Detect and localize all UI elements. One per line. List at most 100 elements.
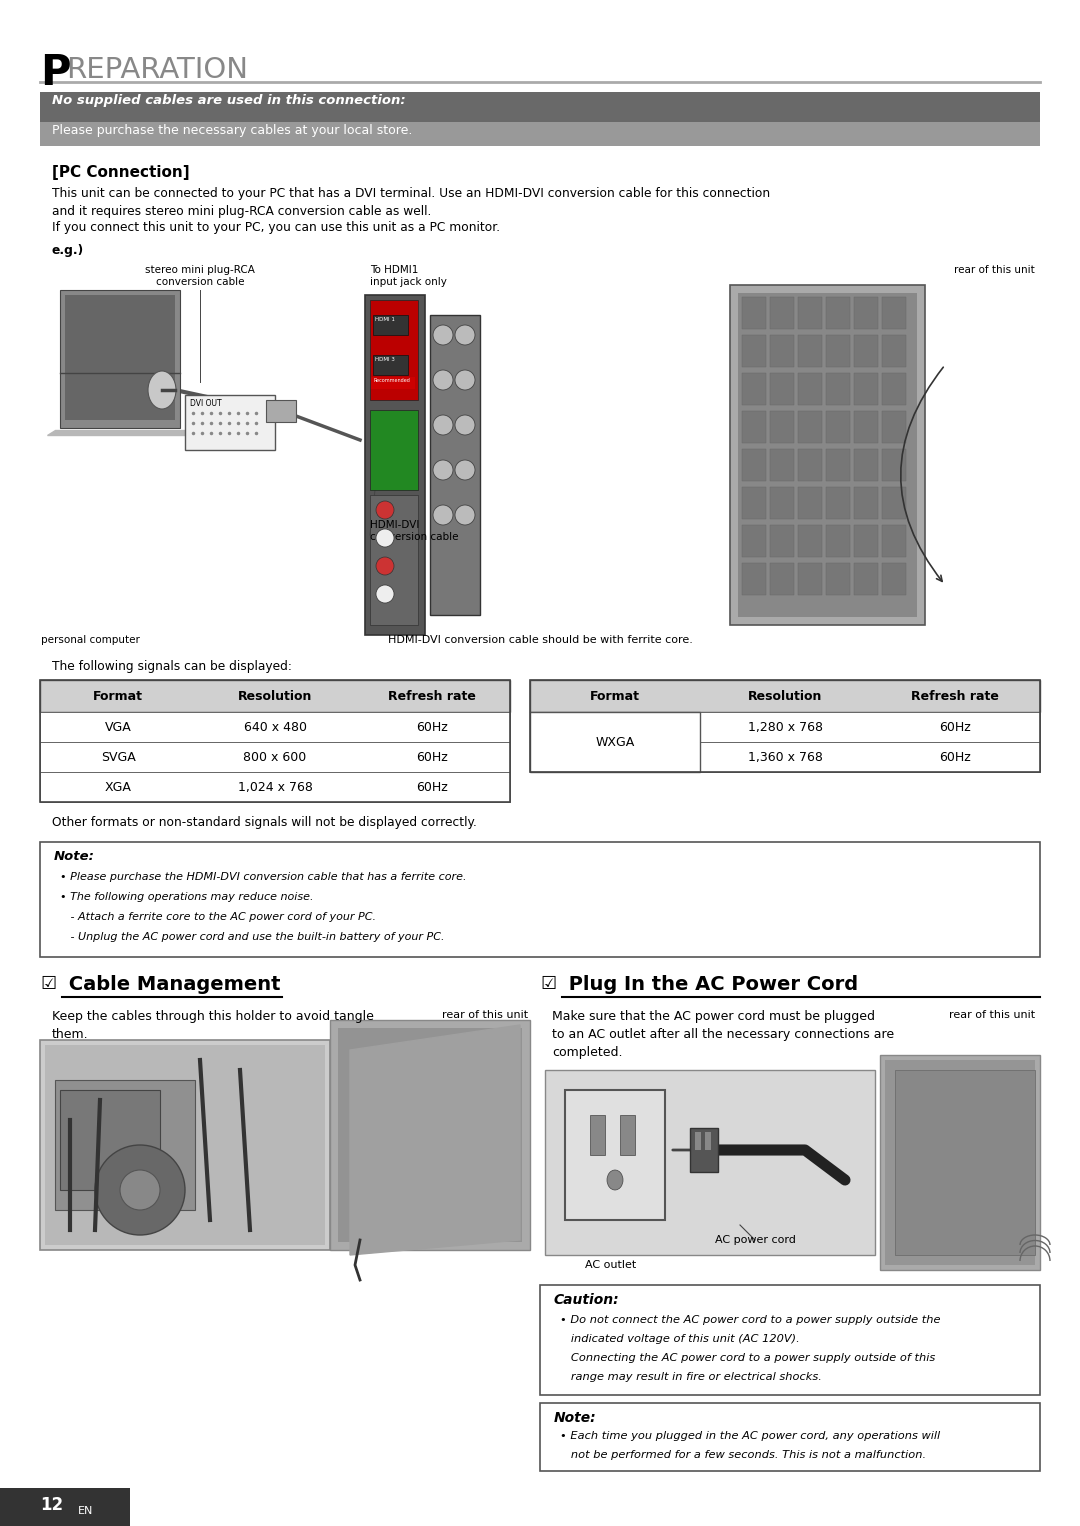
Text: indicated voltage of this unit (AC 120V).: indicated voltage of this unit (AC 120V)… bbox=[561, 1334, 800, 1344]
Bar bbox=[540, 1402, 1040, 1471]
Text: DVI OUT: DVI OUT bbox=[190, 398, 221, 407]
Circle shape bbox=[433, 505, 453, 525]
Text: Keep the cables through this holder to avoid tangle: Keep the cables through this holder to a… bbox=[52, 1010, 374, 1022]
Bar bbox=[530, 681, 1040, 772]
Circle shape bbox=[455, 505, 475, 525]
Bar bbox=[880, 1054, 1040, 1270]
Bar bbox=[770, 525, 794, 557]
Text: This unit can be connected to your PC that has a DVI terminal. Use an HDMI-DVI c: This unit can be connected to your PC th… bbox=[52, 188, 770, 200]
Text: 1,360 x 768: 1,360 x 768 bbox=[747, 751, 823, 763]
Text: e.g.): e.g.) bbox=[52, 244, 84, 256]
Bar bbox=[40, 772, 510, 803]
Bar bbox=[826, 336, 850, 366]
Text: • Please purchase the HDMI-DVI conversion cable that has a ferrite core.: • Please purchase the HDMI-DVI conversio… bbox=[60, 871, 467, 882]
Bar bbox=[373, 356, 408, 375]
Text: rear of this unit: rear of this unit bbox=[949, 1010, 1035, 1019]
Text: 12: 12 bbox=[40, 1495, 63, 1514]
Bar bbox=[742, 449, 766, 481]
Bar bbox=[40, 122, 1040, 146]
Bar bbox=[770, 487, 794, 519]
Bar bbox=[854, 449, 878, 481]
Bar bbox=[826, 372, 850, 404]
Bar bbox=[854, 487, 878, 519]
Bar bbox=[882, 336, 906, 366]
Circle shape bbox=[120, 1170, 160, 1210]
Text: to an AC outlet after all the necessary connections are: to an AC outlet after all the necessary … bbox=[552, 1029, 894, 1041]
Bar bbox=[798, 336, 822, 366]
Text: Format: Format bbox=[590, 690, 640, 702]
Bar bbox=[882, 298, 906, 330]
Circle shape bbox=[455, 459, 475, 481]
Text: AC power cord: AC power cord bbox=[715, 1235, 796, 1245]
Bar bbox=[798, 372, 822, 404]
Bar bbox=[330, 1019, 530, 1250]
Bar bbox=[742, 410, 766, 443]
Text: Make sure that the AC power cord must be plugged: Make sure that the AC power cord must be… bbox=[552, 1010, 875, 1022]
Bar bbox=[373, 314, 408, 336]
Bar bbox=[696, 1132, 701, 1151]
Bar bbox=[798, 298, 822, 330]
Bar bbox=[530, 713, 1040, 742]
Bar bbox=[826, 525, 850, 557]
Text: REPARATION: REPARATION bbox=[66, 56, 248, 84]
Circle shape bbox=[433, 415, 453, 435]
Bar bbox=[742, 336, 766, 366]
Text: rear of this unit: rear of this unit bbox=[955, 266, 1035, 275]
Bar bbox=[40, 259, 1040, 650]
Bar bbox=[530, 713, 700, 772]
Bar bbox=[370, 301, 418, 400]
Bar bbox=[742, 487, 766, 519]
Bar bbox=[770, 449, 794, 481]
Text: - Unplug the AC power cord and use the built-in battery of your PC.: - Unplug the AC power cord and use the b… bbox=[60, 932, 445, 942]
Bar bbox=[826, 563, 850, 595]
Bar bbox=[854, 525, 878, 557]
Bar bbox=[770, 410, 794, 443]
Bar bbox=[885, 1061, 1035, 1265]
Bar bbox=[798, 525, 822, 557]
Circle shape bbox=[433, 369, 453, 391]
Text: AC outlet: AC outlet bbox=[585, 1260, 636, 1270]
Text: Plug In the AC Power Cord: Plug In the AC Power Cord bbox=[562, 975, 859, 993]
Bar bbox=[545, 1070, 875, 1254]
Text: them.: them. bbox=[52, 1029, 89, 1041]
Bar bbox=[742, 563, 766, 595]
Bar bbox=[40, 681, 510, 803]
Ellipse shape bbox=[148, 371, 176, 409]
Bar bbox=[185, 395, 275, 450]
Bar bbox=[0, 1488, 130, 1526]
Bar bbox=[40, 713, 510, 742]
Bar bbox=[854, 372, 878, 404]
Circle shape bbox=[455, 415, 475, 435]
Text: HDMI-DVI conversion cable should be with ferrite core.: HDMI-DVI conversion cable should be with… bbox=[388, 635, 692, 645]
Bar bbox=[854, 410, 878, 443]
Text: ☑: ☑ bbox=[40, 975, 56, 993]
Circle shape bbox=[95, 1144, 185, 1235]
Text: The following signals can be displayed:: The following signals can be displayed: bbox=[52, 661, 292, 673]
Bar bbox=[266, 400, 296, 423]
Text: If you connect this unit to your PC, you can use this unit as a PC monitor.: If you connect this unit to your PC, you… bbox=[52, 221, 500, 233]
Bar bbox=[742, 298, 766, 330]
Bar bbox=[40, 842, 1040, 957]
Bar bbox=[338, 1029, 522, 1242]
Bar bbox=[826, 298, 850, 330]
Ellipse shape bbox=[607, 1170, 623, 1190]
Text: • Do not connect the AC power cord to a power supply outside the: • Do not connect the AC power cord to a … bbox=[561, 1315, 941, 1325]
Bar bbox=[770, 563, 794, 595]
Bar bbox=[826, 487, 850, 519]
Circle shape bbox=[433, 459, 453, 481]
Text: 60Hz: 60Hz bbox=[940, 720, 971, 734]
Text: 1,024 x 768: 1,024 x 768 bbox=[238, 780, 312, 794]
Bar bbox=[738, 293, 917, 617]
Bar bbox=[60, 1090, 160, 1190]
Text: Format: Format bbox=[93, 690, 144, 702]
Bar bbox=[882, 563, 906, 595]
Text: HDMI-DVI
conversion cable: HDMI-DVI conversion cable bbox=[370, 520, 459, 542]
Bar bbox=[798, 410, 822, 443]
Bar bbox=[540, 1285, 1040, 1395]
Text: Please purchase the necessary cables at your local store.: Please purchase the necessary cables at … bbox=[52, 124, 413, 137]
Bar bbox=[895, 1070, 1035, 1254]
Circle shape bbox=[376, 584, 394, 603]
Text: Refresh rate: Refresh rate bbox=[388, 690, 475, 702]
Bar bbox=[40, 742, 510, 772]
Text: Note:: Note: bbox=[54, 850, 95, 864]
